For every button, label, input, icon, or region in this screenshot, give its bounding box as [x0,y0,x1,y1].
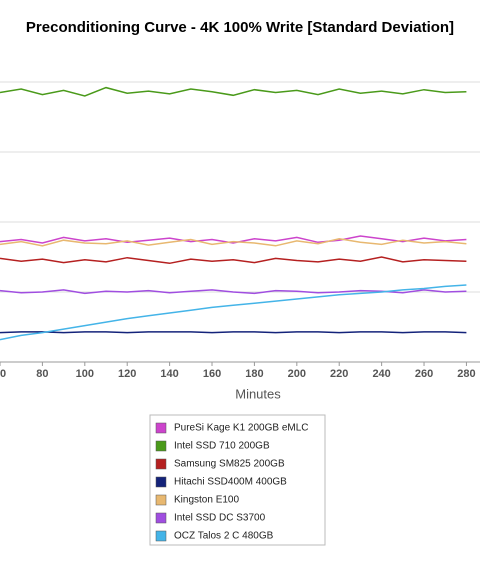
series-line [0,331,467,334]
x-tick-label: 240 [372,368,390,380]
legend-label: PureSi Kage K1 200GB eMLC [174,423,309,434]
legend-swatch [155,440,167,452]
x-tick-label: 180 [245,368,263,380]
legend-swatch [155,494,167,506]
series-line [0,235,467,244]
x-tick-label: 200 [288,368,306,380]
legend-label: OCZ Talos 2 C 480GB [174,531,274,542]
x-axis-label: Minutes [235,386,281,401]
series-line [0,86,467,97]
x-tick-label: 280 [457,368,475,380]
x-tick-label: 80 [36,368,48,380]
x-tick-label: 120 [118,368,136,380]
series-line [0,238,467,247]
series-line [0,284,467,341]
chart-title: Preconditioning Curve - 4K 100% Write [S… [26,19,454,36]
x-tick-label: 140 [160,368,178,380]
legend-label: Hitachi SSD400M 400GB [174,477,287,488]
legend-label: Intel SSD 710 200GB [174,441,270,452]
series-line [0,256,467,265]
x-tick-label: 260 [415,368,433,380]
legend [149,414,326,546]
x-tick-label: 60 [0,368,6,380]
legend-label: Samsung SM825 200GB [174,459,285,470]
legend-swatch [155,422,167,434]
x-tick-label: 160 [203,368,221,380]
legend-label: Kingston E100 [174,495,239,506]
x-tick-label: 220 [330,368,348,380]
legend-swatch [155,512,167,524]
x-tick-label: 100 [76,368,94,380]
legend-label: Intel SSD DC S3700 [174,513,266,524]
legend-swatch [155,476,167,488]
legend-swatch [155,530,167,542]
legend-swatch [155,458,167,470]
